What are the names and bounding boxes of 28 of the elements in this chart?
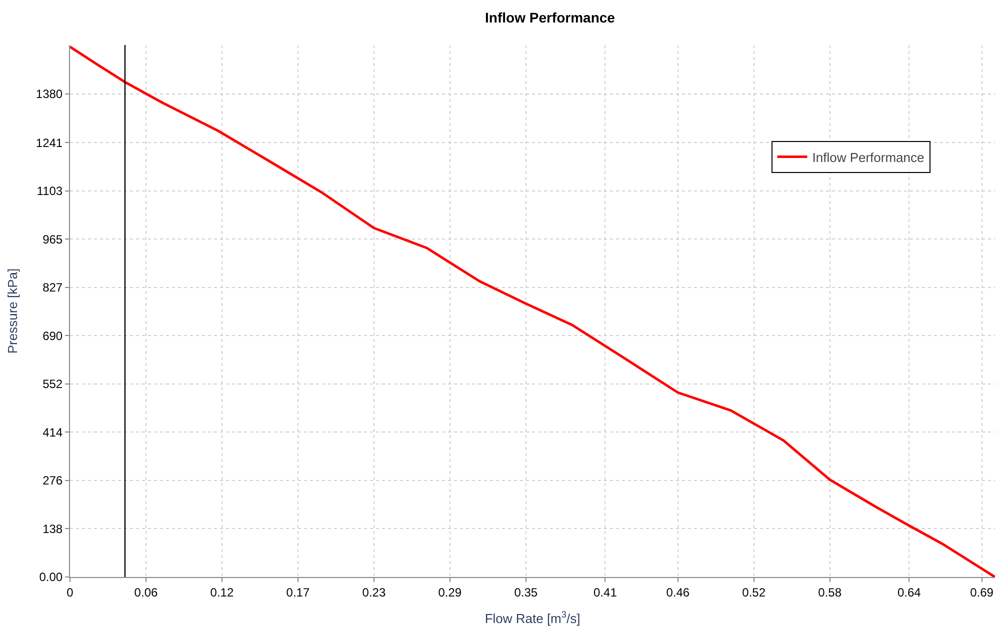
- y-tick-label: 414: [42, 425, 63, 440]
- x-tick-label: 0.06: [134, 585, 158, 600]
- x-axis-title: Flow Rate [m$^{3}$/s]: [484, 610, 580, 626]
- x-tick-label: 0.12: [210, 585, 234, 600]
- y-tick-label: 0.00: [39, 570, 63, 584]
- y-tick-label: 1241: [36, 136, 63, 150]
- x-tick-label: 0.35: [514, 585, 538, 600]
- x-tick-label: 0.41: [594, 585, 618, 600]
- y-tick-label: 965: [42, 232, 63, 246]
- x-tick-label: 0.17: [286, 585, 310, 600]
- y-tick-label: 690: [42, 328, 63, 343]
- x-tick-label: 0: [66, 585, 74, 600]
- chart-title: Inflow Performance: [485, 9, 616, 26]
- x-tick-label: 0.52: [742, 585, 766, 600]
- x-tick-label: 0.23: [362, 585, 386, 600]
- y-tick-label: 276: [42, 474, 63, 488]
- x-tick-label: 0.69: [970, 585, 994, 600]
- x-tick-label: 0.64: [897, 585, 922, 600]
- y-tick-label: 827: [42, 280, 63, 295]
- y-tick-label: 1380: [36, 87, 63, 102]
- y-axis-title: Pressure [kPa]: [4, 268, 20, 354]
- x-tick-label: 0.29: [438, 585, 462, 600]
- y-tick-label: 138: [42, 522, 63, 536]
- y-tick-label: 1103: [36, 184, 63, 198]
- x-tick-label: 0.46: [666, 585, 690, 600]
- legend-label: Inflow Performance: [812, 150, 924, 165]
- y-tick-label: 552: [42, 377, 63, 392]
- x-tick-label: 0.58: [818, 585, 842, 600]
